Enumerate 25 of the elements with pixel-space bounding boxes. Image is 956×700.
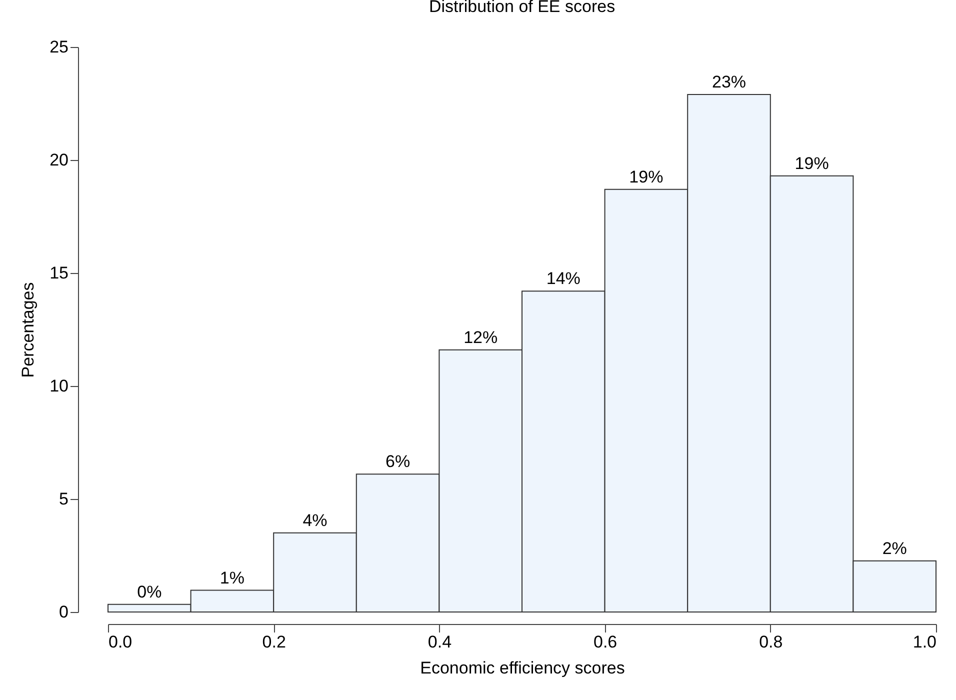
y-tick-label: 20 (50, 150, 68, 170)
data-label: 0% (137, 582, 162, 602)
y-tick-label: 25 (50, 38, 68, 56)
data-label: 2% (882, 538, 907, 558)
x-tick-label: 0.0 (108, 632, 132, 652)
chart-title: Distribution of EE scores (428, 0, 616, 16)
x-tick-label: 0.4 (428, 632, 452, 652)
y-axis-title: Percentages (18, 282, 38, 378)
data-label: 4% (302, 510, 328, 530)
x-axis-title: Economic efficiency scores (420, 658, 625, 678)
x-tick-label: 0.2 (262, 632, 286, 652)
x-tick-label: 0.8 (759, 632, 783, 652)
data-label: 14% (546, 269, 580, 288)
y-tick-label: 15 (50, 264, 68, 282)
data-label: 6% (386, 452, 410, 472)
x-tick-label: 1.0 (912, 632, 936, 652)
data-label: 1% (220, 568, 244, 588)
data-label: 23% (712, 72, 746, 92)
y-tick-label: 10 (50, 376, 68, 396)
y-tick-label: 5 (59, 490, 68, 508)
data-label: 19% (629, 167, 664, 186)
y-tick-label: 0 (59, 602, 68, 622)
data-label: 12% (464, 328, 498, 347)
data-label: 19% (794, 154, 829, 173)
x-tick-label: 0.6 (593, 632, 618, 652)
